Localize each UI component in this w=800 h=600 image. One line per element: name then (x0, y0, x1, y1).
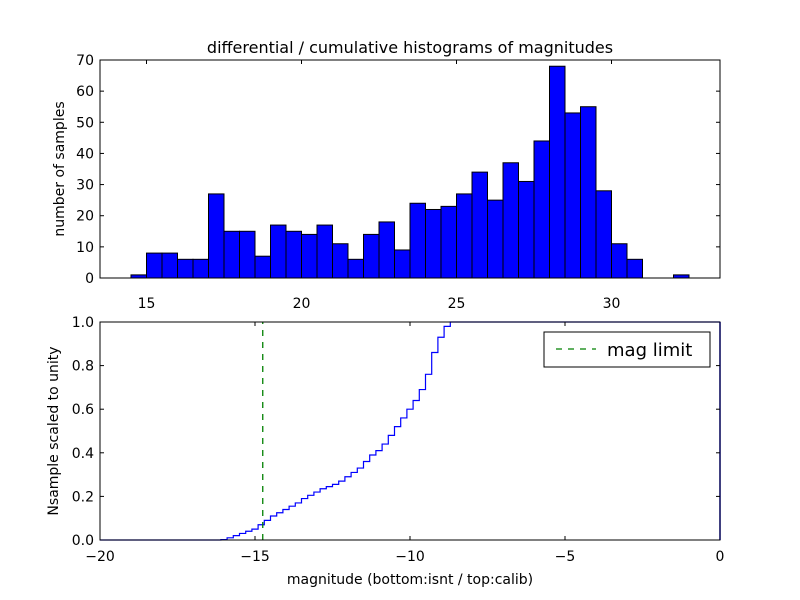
histogram-bar (456, 193, 473, 279)
histogram-bar (177, 258, 194, 279)
histogram-bar (270, 224, 287, 279)
cumulative-plot: magnitude (bottom:isnt / top:calib) Nsam… (46, 315, 724, 588)
bottom-x-tick-label: −5 (555, 549, 576, 565)
bottom-y-tick-label: 0.0 (72, 533, 94, 549)
top-y-tick-label: 0 (85, 271, 94, 287)
histogram-plot: differential / cumulative histograms of … (52, 38, 721, 312)
histogram-bar (564, 112, 581, 279)
histogram-bar (285, 230, 302, 279)
top-y-tick-label: 70 (76, 53, 94, 69)
histogram-bar (533, 140, 550, 279)
histogram-bar (394, 249, 411, 279)
legend-box (543, 331, 711, 368)
histogram-bar (301, 233, 318, 279)
histogram-bar (316, 224, 333, 279)
histogram-bar (440, 205, 457, 279)
bottom-x-tick-label: −10 (395, 549, 425, 565)
bottom-plot-frame (99, 321, 721, 541)
cumulative-step-line (100, 321, 720, 541)
histogram-bar (363, 233, 380, 279)
histogram-bar (611, 243, 628, 279)
histogram-bar (332, 243, 349, 279)
histogram-bar (580, 106, 597, 279)
bottom-y-tick-label: 1.0 (72, 315, 94, 331)
top-axis-ticks: 0 10 20 30 40 50 60 70 15 20 25 30 (76, 53, 720, 312)
histogram-bar (146, 252, 163, 279)
histogram-bar (223, 230, 240, 279)
histogram-bar (239, 230, 256, 279)
histogram-bar (626, 258, 643, 279)
legend: mag limit (543, 331, 711, 368)
top-x-tick-label: 25 (448, 296, 466, 312)
histogram-bar (409, 202, 426, 279)
bottom-x-tick-label: −15 (240, 549, 270, 565)
top-y-axis-label: number of samples (52, 101, 68, 236)
histogram-bar (502, 162, 519, 279)
histogram-bar (347, 258, 364, 279)
histogram-bar (254, 255, 271, 279)
histogram-bar (161, 252, 178, 279)
top-y-tick-label: 40 (76, 146, 94, 162)
top-y-tick-label: 10 (76, 240, 94, 256)
bottom-x-axis-label: magnitude (bottom:isnt / top:calib) (287, 572, 533, 588)
histogram-bar (595, 190, 612, 279)
histogram-bar (378, 221, 395, 279)
bottom-y-axis-label: Nsample scaled to unity (46, 346, 62, 515)
top-x-tick-label: 30 (603, 296, 621, 312)
histogram-bar (471, 171, 488, 279)
top-y-tick-label: 60 (76, 84, 94, 100)
histogram-bar (425, 208, 442, 279)
top-x-tick-label: 15 (138, 296, 156, 312)
top-x-tick-label: 20 (293, 296, 311, 312)
legend-label-mag-limit: mag limit (607, 340, 692, 361)
histogram-bar (487, 199, 504, 279)
top-plot-frame (99, 59, 721, 279)
bottom-x-tick-label: 0 (716, 549, 725, 565)
bottom-y-tick-label: 0.6 (72, 402, 94, 418)
top-y-tick-label: 30 (76, 178, 94, 194)
chart-title: differential / cumulative histograms of … (207, 38, 613, 57)
bottom-y-tick-label: 0.4 (72, 446, 94, 462)
bottom-x-tick-label: −20 (85, 549, 115, 565)
top-y-tick-label: 50 (76, 115, 94, 131)
histogram-bar (549, 65, 566, 279)
histogram-bar (518, 180, 535, 279)
bottom-y-tick-label: 0.8 (72, 359, 94, 375)
histogram-bar (192, 258, 209, 279)
histogram-bar (208, 193, 225, 279)
bottom-axis-ticks: 0.0 0.2 0.4 0.6 0.8 1.0 −20 −15 −10 −5 0 (72, 315, 725, 565)
top-y-tick-label: 20 (76, 209, 94, 225)
bottom-y-tick-label: 0.2 (72, 489, 94, 505)
